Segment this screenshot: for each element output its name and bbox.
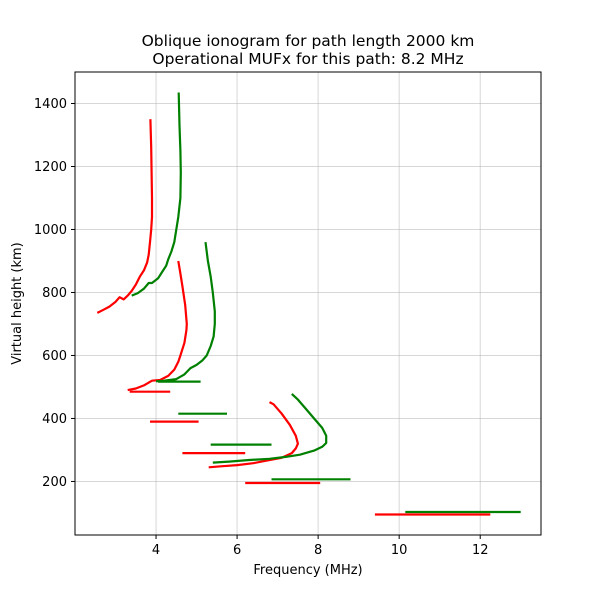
y-tick-label: 400 (42, 412, 67, 427)
green-trace-line (131, 92, 182, 297)
y-tick-label: 800 (42, 286, 67, 301)
grid-lines (75, 72, 541, 535)
x-axis-ticks: 4 6 8 10 12 (152, 535, 489, 558)
x-tick-label: 8 (314, 543, 322, 558)
y-tick-label: 1200 (34, 160, 67, 175)
chart-title: Oblique ionogram for path length 2000 km (142, 32, 475, 50)
y-tick-label: 200 (42, 475, 67, 490)
red-trace-line (127, 260, 188, 392)
red-trace-line (208, 401, 299, 469)
data-series (96, 92, 521, 516)
x-tick-label: 10 (391, 543, 408, 558)
y-axis-ticks: 200 400 600 800 1000 1200 1400 (34, 97, 75, 490)
red-trace-line (96, 119, 154, 314)
green-trace-line (212, 393, 328, 464)
x-tick-label: 12 (472, 543, 489, 558)
y-tick-label: 600 (42, 349, 67, 364)
green-trace-line (155, 241, 216, 383)
chart-subtitle: Operational MUFx for this path: 8.2 MHz (152, 50, 463, 68)
x-axis-label: Frequency (MHz) (253, 563, 362, 578)
y-tick-label: 1400 (34, 97, 67, 112)
y-tick-label: 1000 (34, 223, 67, 238)
x-tick-label: 6 (233, 543, 241, 558)
plot-area-frame (74, 71, 542, 536)
x-tick-label: 4 (152, 543, 160, 558)
y-axis-label: Virtual height (km) (10, 242, 25, 365)
